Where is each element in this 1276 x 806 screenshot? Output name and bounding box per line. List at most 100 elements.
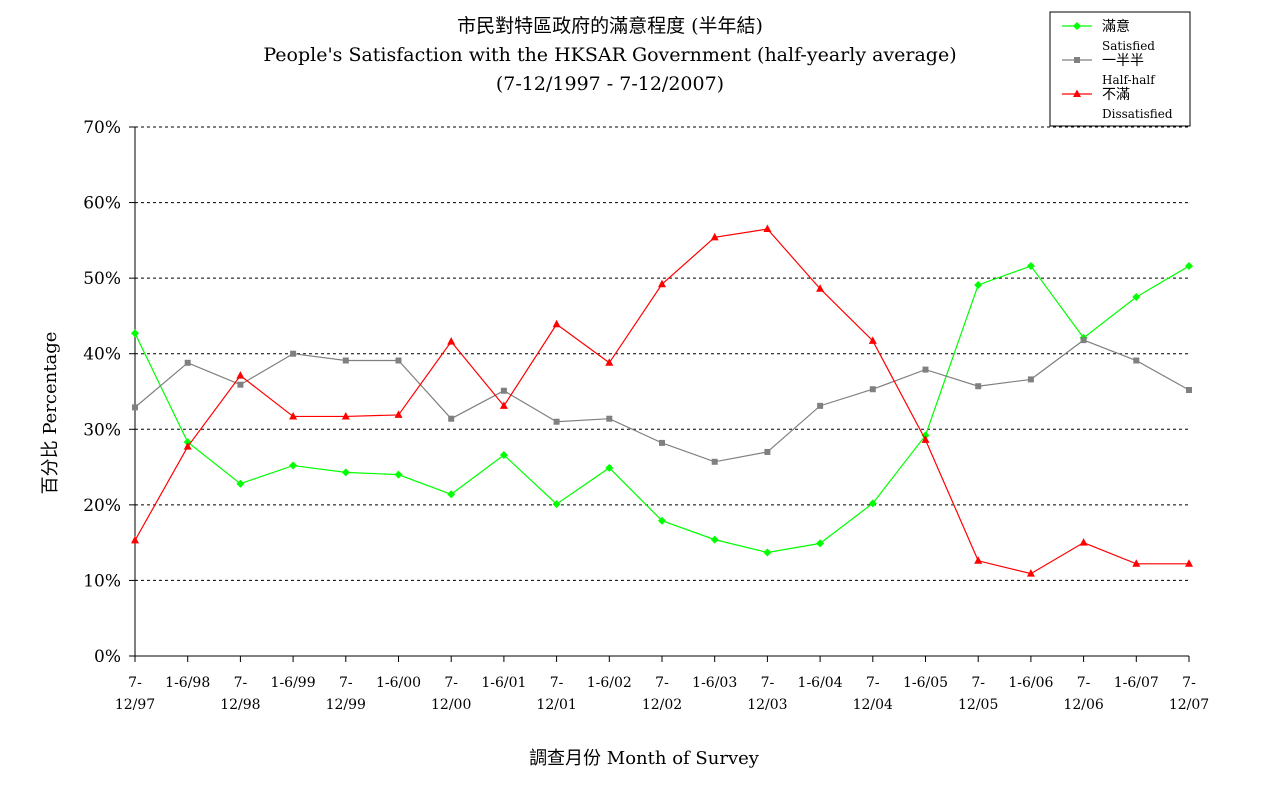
axes: 7- 12/97 1-6/98 7- 12/98 1-6/99 7- 12/99 1-6/00 7… (115, 126, 1209, 713)
data-point (394, 410, 403, 418)
data-point (394, 470, 403, 479)
x-tick-label: 12/07 (1169, 697, 1209, 713)
data-point (764, 448, 771, 455)
data-point (1026, 569, 1035, 577)
x-tick-label: 1-6/01 (481, 675, 526, 691)
data-point (290, 350, 297, 357)
data-point (605, 358, 614, 366)
chart-subtitle-range: (7-12/1997 - 7-12/2007) (496, 73, 724, 95)
data-point (131, 329, 139, 338)
x-tick-label: 12/99 (326, 697, 366, 713)
x-tick-label: 1-6/07 (1114, 675, 1159, 691)
data-point (500, 387, 507, 394)
chart-title: 市民對特區政府的滿意程度 (半年結) (457, 15, 763, 37)
x-tick-label: 1-6/06 (1008, 675, 1053, 691)
data-point (132, 404, 138, 411)
data-point (974, 280, 983, 289)
data-point (658, 516, 666, 525)
x-tick-label: 7- (866, 675, 880, 691)
data-point (1133, 357, 1140, 364)
data-point (499, 401, 508, 409)
series-half-half (132, 337, 1192, 465)
chart-subtitle: People's Satisfaction with the HKSAR Gov… (263, 44, 956, 66)
data-point (1186, 386, 1192, 393)
data-point (341, 468, 350, 477)
x-tick-label: 12/02 (642, 697, 682, 713)
x-tick-label: 12/98 (220, 697, 260, 713)
data-point (922, 366, 929, 373)
legend-swatch-marker (1074, 57, 1080, 63)
data-point (1185, 262, 1193, 271)
data-point (921, 435, 930, 443)
y-tick-label: 10% (83, 571, 121, 591)
x-tick-label: 1-6/99 (271, 675, 316, 691)
data-point (499, 450, 508, 459)
data-point (184, 359, 191, 366)
x-tick-label: 7- (1182, 675, 1196, 691)
legend-label: 一半半 (1102, 53, 1144, 69)
data-point (868, 336, 877, 344)
data-point (341, 411, 350, 420)
data-point (448, 415, 455, 422)
x-tick-label: 7- (234, 675, 248, 691)
data-point (237, 381, 244, 388)
x-tick-label: 1-6/03 (692, 675, 737, 691)
data-point (447, 490, 456, 499)
data-point (395, 357, 402, 364)
x-tick-label: 12/00 (431, 697, 471, 713)
data-point (552, 500, 561, 509)
data-point (974, 556, 983, 564)
x-tick-label: 7- (444, 675, 458, 691)
legend-swatch-marker (1073, 22, 1081, 30)
x-tick-label: 1-6/04 (798, 675, 843, 691)
x-tick-label: 1-6/02 (587, 675, 632, 691)
data-point (552, 319, 561, 328)
series-group (131, 224, 1193, 577)
series-dissatisfied (131, 224, 1193, 577)
legend-label: 滿意 (1102, 18, 1130, 35)
x-tick-label: 7- (655, 675, 669, 691)
x-tick-label: 12/97 (115, 697, 155, 713)
x-tick-label: 12/04 (853, 697, 893, 713)
data-point (710, 232, 719, 241)
data-point (236, 479, 245, 488)
y-tick-label: 0% (94, 647, 121, 667)
data-point (1185, 559, 1193, 567)
x-tick-label: 7- (1077, 675, 1091, 691)
y-tick-label: 60% (83, 194, 121, 214)
x-tick-label: 7- (339, 675, 353, 691)
data-point (289, 461, 298, 470)
data-point (289, 411, 298, 420)
y-tick-label: 20% (83, 496, 121, 516)
data-point (763, 224, 772, 233)
x-tick-label: 1-6/05 (903, 675, 948, 691)
x-tick-label: 7- (761, 675, 775, 691)
data-point (658, 279, 666, 288)
data-point (605, 463, 614, 472)
data-point (763, 548, 772, 557)
series-line (134, 265, 1190, 554)
legend-label-en: Dissatisfied (1102, 107, 1173, 121)
data-point (710, 535, 719, 544)
grid: 0% 10% 20% 30% 40% 50% 60% 70% (83, 118, 1189, 667)
legend-swatch-marker (1073, 89, 1081, 97)
legend-label-en: Half-half (1102, 73, 1156, 87)
data-point (606, 415, 613, 422)
data-point (869, 386, 876, 393)
series-satisfied (131, 262, 1193, 557)
legend-box (1049, 11, 1191, 127)
x-tick-label: 12/01 (536, 697, 576, 713)
x-tick-label: 12/05 (958, 697, 998, 713)
x-axis-label: 調查月份 Month of Survey (529, 748, 760, 769)
x-tick-label: 7- (128, 675, 142, 691)
data-point (342, 357, 349, 364)
x-tick-label: 1-6/00 (376, 675, 421, 691)
data-point (131, 535, 139, 544)
data-point (1026, 262, 1035, 271)
y-tick-label: 70% (83, 118, 121, 138)
data-point (868, 499, 877, 508)
data-point (1132, 559, 1141, 567)
data-point (1027, 376, 1034, 383)
